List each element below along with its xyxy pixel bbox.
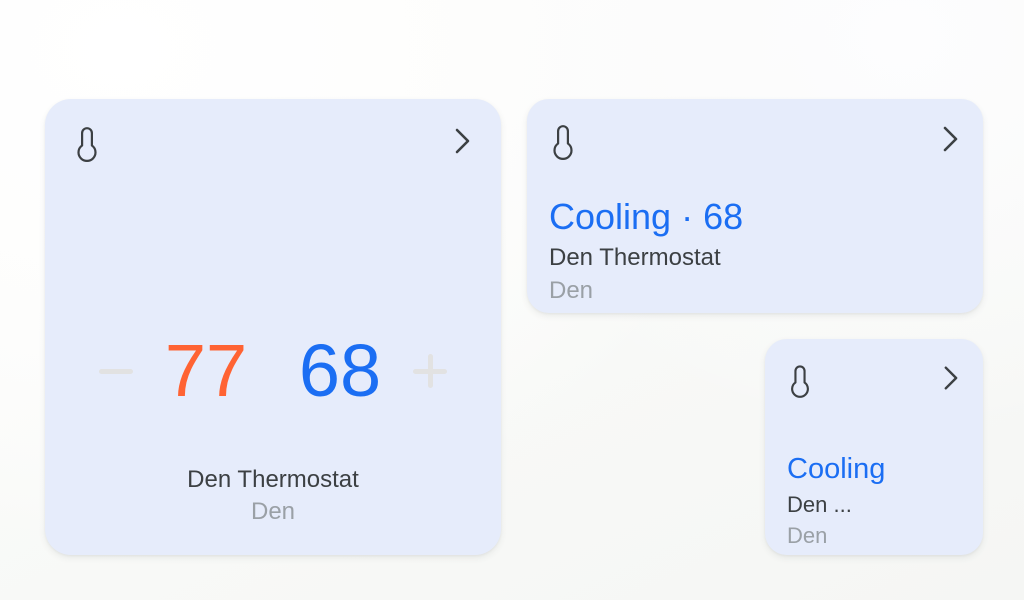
chevron-right-icon[interactable] — [451, 125, 473, 162]
room-name: Den — [250, 497, 296, 525]
card-header — [787, 363, 961, 406]
thermostat-compact-body: Cooling Den ... Den — [787, 452, 961, 550]
thermometer-icon — [549, 123, 577, 168]
thermostat-wide-body: Cooling · 68 Den Thermostat Den — [549, 196, 961, 306]
device-name: Den Thermostat — [549, 244, 721, 272]
increase-temperature-button[interactable] — [400, 341, 460, 401]
chevron-right-icon[interactable] — [939, 123, 961, 160]
room-name: Den — [549, 276, 594, 304]
minus-icon — [99, 368, 133, 374]
status-text: Cooling — [787, 453, 886, 485]
device-name: Den ... — [787, 492, 852, 518]
device-name: Den Thermostat — [187, 466, 359, 493]
thermometer-icon — [73, 125, 101, 170]
thermometer-icon — [787, 363, 813, 406]
chevron-right-icon[interactable] — [940, 363, 961, 398]
plus-icon-vertical — [427, 354, 433, 388]
card-header — [73, 125, 473, 170]
thermostat-detail-card[interactable]: 77 68 Den Thermostat Den — [45, 99, 501, 555]
thermostat-detail-labels: Den Thermostat Den — [45, 465, 501, 527]
decrease-temperature-button[interactable] — [86, 341, 146, 401]
thermostat-wide-card[interactable]: Cooling · 68 Den Thermostat Den — [527, 99, 983, 313]
target-temperature-value: 68 — [298, 329, 382, 412]
current-temperature-value: 77 — [164, 329, 248, 412]
temperature-control-row: 77 68 — [45, 321, 501, 421]
status-text: Cooling · 68 — [549, 196, 744, 237]
card-header — [549, 123, 961, 168]
thermostat-compact-card[interactable]: Cooling Den ... Den — [765, 339, 983, 555]
room-name: Den — [787, 522, 828, 548]
